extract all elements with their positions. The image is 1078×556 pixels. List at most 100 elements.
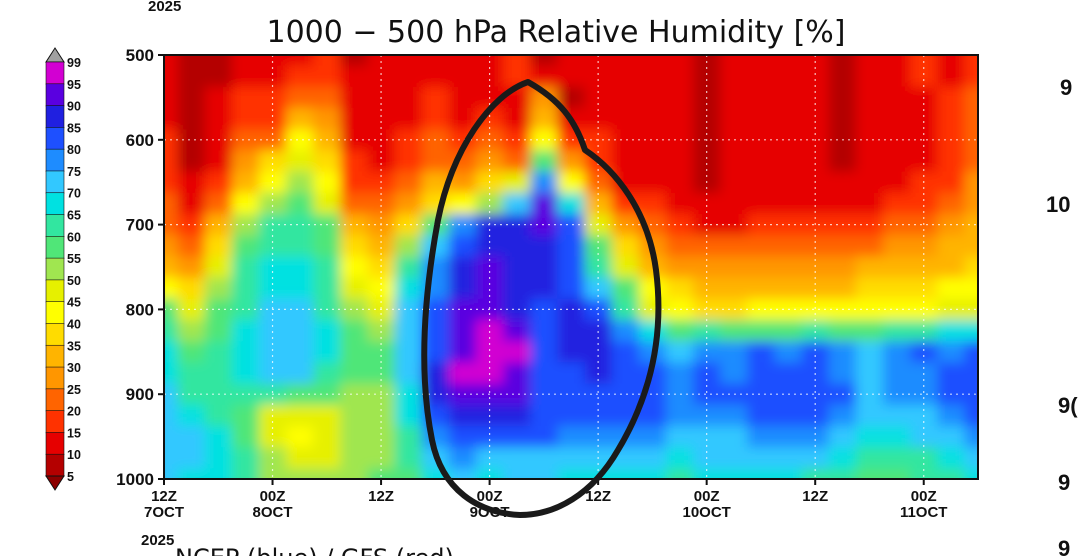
x-tick-hour: 12Z xyxy=(585,488,611,505)
heatmap-cell xyxy=(204,235,233,258)
heatmap-cell xyxy=(476,235,505,258)
heatmap-cell xyxy=(774,235,803,258)
heatmap-cell xyxy=(720,468,749,479)
bottom-caption: NCEP (blue) / GFS (red) xyxy=(175,544,454,556)
heatmap-cell xyxy=(231,214,260,237)
heatmap-cell xyxy=(231,426,260,449)
x-tick-hour: 12Z xyxy=(802,488,828,505)
heatmap-cell xyxy=(177,362,206,385)
heatmap-cell xyxy=(231,150,260,173)
heatmap-cell xyxy=(313,55,342,67)
heatmap-cell xyxy=(964,108,978,131)
heatmap-cell xyxy=(883,150,912,173)
heatmap-cell xyxy=(557,214,586,237)
heatmap-cell xyxy=(231,65,260,88)
heatmap-cell xyxy=(313,362,342,385)
heatmap-cell xyxy=(693,192,722,215)
heatmap-cell xyxy=(557,86,586,109)
heatmap-cell xyxy=(774,277,803,300)
heatmap-cell xyxy=(937,192,966,215)
heatmap-cell xyxy=(557,235,586,258)
heatmap-cell xyxy=(910,214,939,237)
heatmap-cell xyxy=(611,256,640,279)
heatmap-cell xyxy=(530,320,559,343)
heatmap-cell xyxy=(448,298,478,321)
heatmap-cell xyxy=(231,362,260,385)
heatmap-cell xyxy=(164,468,179,479)
heatmap-cell xyxy=(421,65,450,88)
heatmap-cell xyxy=(720,235,749,258)
heatmap-cell xyxy=(503,192,532,215)
heatmap-cell xyxy=(394,55,423,67)
colorbar-bottom-arrow xyxy=(45,475,65,491)
heatmap-cell xyxy=(801,235,830,258)
heatmap-cell xyxy=(855,171,885,194)
heatmap-cell xyxy=(231,192,260,215)
heatmap-cell xyxy=(313,468,342,479)
heatmap-cell xyxy=(394,404,423,427)
heatmap-cell xyxy=(638,171,667,194)
heatmap-cell xyxy=(937,447,966,470)
heatmap-cell xyxy=(258,341,288,364)
heatmap-cell xyxy=(476,192,505,215)
heatmap-cell xyxy=(313,150,342,173)
heatmap-cell xyxy=(964,86,978,109)
heatmap-cell xyxy=(964,447,978,470)
heatmap-cell xyxy=(611,298,640,321)
heatmap-cell xyxy=(476,426,505,449)
heatmap-cell xyxy=(476,298,505,321)
heatmap-cell xyxy=(530,404,559,427)
heatmap-cell xyxy=(164,235,179,258)
colorbar: 99 95 90 85 80 75 70 65 60 55 50 45 40 35 30 25 20 15 10 5 xyxy=(45,47,81,491)
heatmap-cell xyxy=(340,447,369,470)
heatmap-cell xyxy=(313,320,342,343)
heatmap-cell xyxy=(693,65,722,88)
heatmap-cell xyxy=(177,277,206,300)
heatmap-cell xyxy=(720,320,749,343)
heatmap-cell xyxy=(855,150,885,173)
heatmap-cell xyxy=(665,55,695,67)
heatmap-cell xyxy=(720,55,749,67)
heatmap-cell xyxy=(177,320,206,343)
heatmap-cell xyxy=(937,426,966,449)
heatmap-cell xyxy=(828,150,857,173)
heatmap-cell xyxy=(937,65,966,88)
heatmap-cell xyxy=(530,150,559,173)
heatmap-cell xyxy=(557,426,586,449)
chart-title: 1000 − 500 hPa Relative Humidity [%] xyxy=(266,15,845,50)
colorbar-label: 20 xyxy=(67,405,81,419)
colorbar-swatch xyxy=(45,432,65,456)
y-tick-label: 900 xyxy=(126,385,154,404)
heatmap-cell xyxy=(774,320,803,343)
heatmap-cell xyxy=(855,362,885,385)
heatmap-cell xyxy=(258,426,288,449)
heatmap-cell xyxy=(747,65,776,88)
colorbar-swatch xyxy=(45,279,65,303)
heatmap-cell xyxy=(720,256,749,279)
x-tick-hour: 00Z xyxy=(260,488,286,505)
heatmap-cell xyxy=(557,362,586,385)
heatmap-cell xyxy=(177,129,206,152)
heatmap-cell xyxy=(937,341,966,364)
heatmap-cell xyxy=(340,341,369,364)
heatmap-cell xyxy=(340,383,369,406)
heatmap-cell xyxy=(747,192,776,215)
heatmap-cell xyxy=(747,426,776,449)
heatmap-cell xyxy=(937,86,966,109)
right-strip: 9 10 9( 9 9 xyxy=(1046,75,1078,556)
heatmap-cell xyxy=(340,150,369,173)
heatmap-cell xyxy=(720,86,749,109)
heatmap-cell xyxy=(231,171,260,194)
heatmap-cell xyxy=(964,235,978,258)
heatmap-cell xyxy=(367,55,396,67)
heatmap-cell xyxy=(340,65,369,88)
heatmap-cell xyxy=(747,404,776,427)
heatmap-cell xyxy=(828,468,857,479)
heatmap-cell xyxy=(164,55,179,67)
colorbar-swatch xyxy=(45,105,65,129)
heatmap-cell xyxy=(828,426,857,449)
heatmap-cell xyxy=(774,192,803,215)
heatmap-cell xyxy=(801,55,830,67)
heatmap-cell xyxy=(774,362,803,385)
